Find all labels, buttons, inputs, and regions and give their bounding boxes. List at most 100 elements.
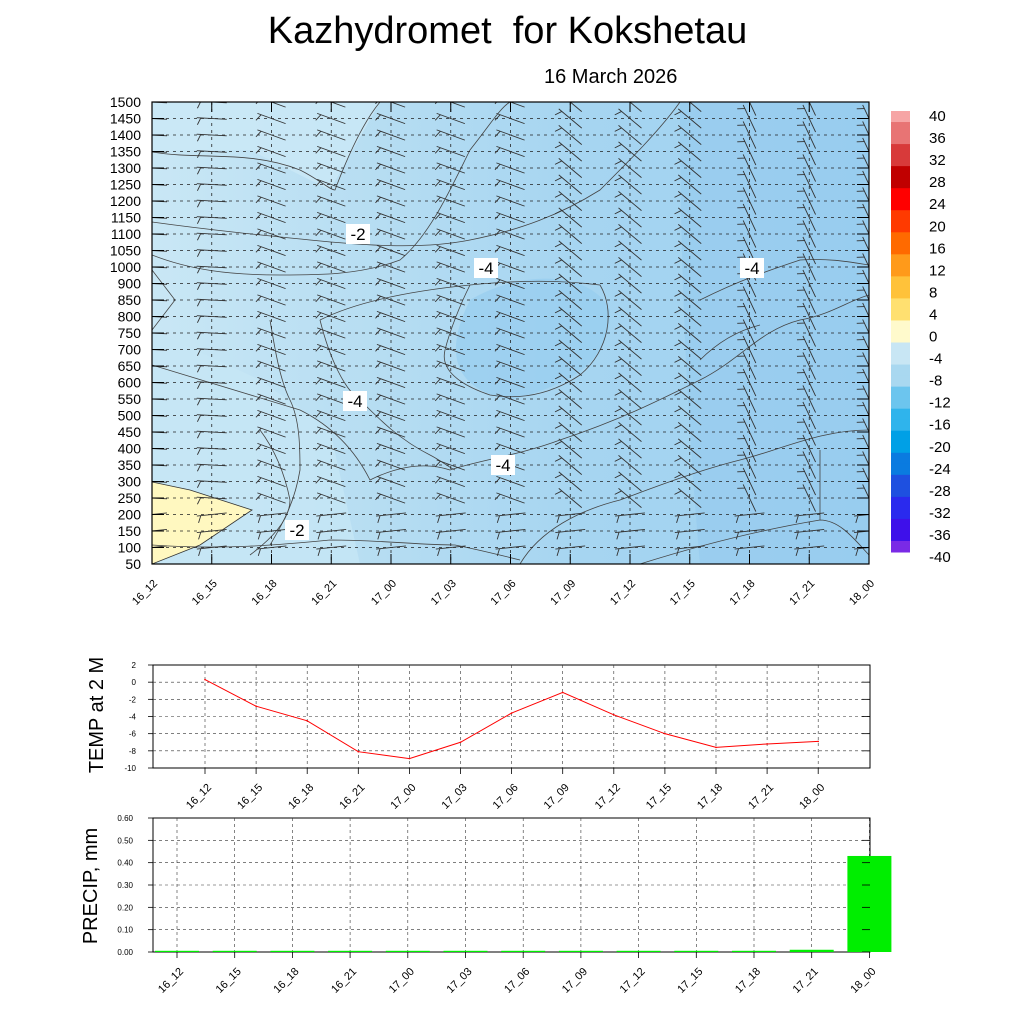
temperature-panel: 2 0 -2 -4 -6 -8 -10 16_12 16_15 16_18 16_21 17_00 1…: [86, 657, 871, 812]
wind-barb-shaft: [749, 102, 757, 116]
wind-barb: [856, 154, 869, 170]
wind-barb-flag: [255, 180, 262, 187]
wind-barb: [614, 389, 642, 409]
precipitation-axis-label: PRECIP, mm: [80, 828, 102, 944]
wind-barb-flag: [614, 276, 622, 281]
wind-barb-flag: [434, 262, 441, 270]
wind-barb-shaft: [257, 112, 286, 125]
temperature-point: [459, 741, 462, 744]
wind-barb: [796, 203, 816, 232]
wind-barb-shaft: [802, 286, 816, 314]
temperature-point: [204, 678, 206, 681]
wind-barb: [737, 104, 757, 133]
wind-barb-flag: [257, 532, 261, 540]
wind-barb: [674, 306, 702, 327]
wind-barb: [796, 121, 816, 149]
temperature-point: [357, 750, 360, 753]
wind-barb: [614, 273, 642, 294]
wind-barb-shaft: [196, 331, 227, 335]
wind-barb-shaft: [742, 319, 757, 347]
wind-barb: [796, 137, 816, 166]
wind-barb: [614, 455, 642, 475]
wind-barb-shaft: [196, 166, 227, 170]
x-tick-label: 17_00: [387, 966, 417, 996]
wind-barb-shaft: [436, 409, 465, 422]
wind-barb-shaft: [862, 368, 869, 384]
wind-barb: [152, 266, 168, 269]
wind-barb-shaft: [742, 104, 757, 133]
contour-label: -4: [343, 391, 367, 411]
wind-barb-flag: [196, 365, 202, 373]
wind-barb-shaft: [802, 220, 816, 248]
wind-barb: [196, 528, 227, 540]
wind-barb-shaft: [802, 385, 816, 413]
wind-barb-shaft: [677, 438, 702, 459]
wind-barb: [315, 261, 346, 273]
wind-barb-shaft: [376, 528, 406, 534]
wind-barb: [376, 528, 406, 540]
wind-barb: [196, 183, 227, 191]
wind-barb-flag: [434, 246, 441, 253]
wind-barb-shaft: [196, 364, 227, 368]
wind-barb-shaft: [257, 195, 286, 207]
wind-barb: [435, 512, 466, 524]
wind-barb-flag: [196, 447, 202, 455]
wind-barb-flag: [614, 177, 622, 182]
wind-barb: [737, 335, 757, 364]
wind-barb-flag: [255, 361, 262, 369]
wind-barb-flag: [554, 127, 563, 132]
wind-barb-shaft: [802, 154, 816, 182]
wind-barb: [152, 431, 168, 434]
wind-barb: [375, 211, 406, 224]
wind-barb: [674, 273, 702, 294]
wind-barb-shaft: [495, 512, 526, 517]
wind-barb-shaft: [376, 145, 406, 158]
wind-barb: [435, 528, 466, 540]
x-tick-label: 17_09: [548, 578, 578, 608]
wind-barb-shaft: [496, 211, 525, 224]
wind-barb: [737, 137, 757, 166]
colorbar-swatch: [891, 144, 910, 156]
wind-barb-shaft: [618, 488, 642, 508]
wind-barb: [152, 382, 168, 384]
wind-barb: [674, 389, 702, 409]
wind-barb-flag: [434, 130, 441, 138]
wind-barb-flag: [614, 441, 622, 446]
colorbar-swatch: [891, 529, 910, 542]
wind-barb-shaft: [854, 547, 869, 550]
wind-barb-flag: [315, 147, 322, 154]
precipitation-bar: [501, 950, 546, 952]
wind-barb: [196, 166, 227, 175]
wind-barb: [376, 512, 406, 524]
wind-barb: [256, 528, 287, 540]
wind-barb: [152, 217, 168, 219]
x-tick-label: 17_06: [502, 966, 532, 996]
contour-label-background: [740, 258, 764, 278]
wind-barb-shaft: [257, 129, 286, 141]
wind-barb-shaft: [196, 381, 227, 384]
wind-barb: [796, 385, 816, 413]
temperature-point: [561, 691, 564, 694]
wind-barb: [152, 365, 168, 368]
wind-barb-flag: [674, 358, 682, 363]
y-tick-label: -10: [124, 764, 136, 773]
wind-barb: [674, 488, 702, 508]
colorbar-swatch: [891, 177, 910, 189]
wind-barb: [554, 389, 583, 409]
wind-barb: [494, 244, 525, 257]
wind-barb-shaft: [376, 409, 406, 422]
wind-barb: [434, 244, 465, 257]
wind-barb-flag: [255, 102, 259, 105]
contour-label-background: [474, 258, 498, 278]
wind-barb-flag: [554, 160, 563, 165]
wind-barb-shaft: [677, 389, 702, 409]
wind-barb: [734, 545, 765, 557]
wind-barb-shaft: [862, 451, 869, 467]
wind-barb-flag: [614, 342, 622, 347]
wind-barb-flag: [375, 427, 381, 435]
wind-barb: [256, 512, 287, 524]
wind-barb-flag: [494, 196, 501, 204]
wind-barb-shaft: [742, 335, 757, 364]
wind-barb-shaft: [152, 415, 168, 417]
wind-barb-shaft: [495, 528, 526, 534]
